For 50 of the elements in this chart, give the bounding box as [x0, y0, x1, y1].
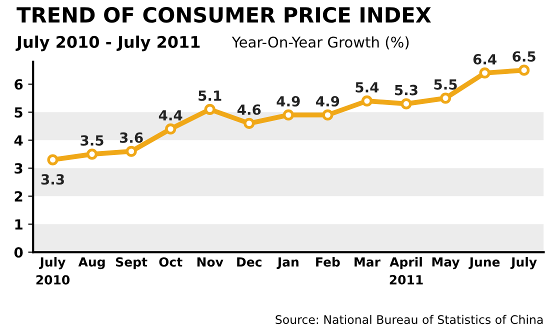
x-tick-label: April 2011	[390, 257, 423, 285]
y-tick-label: 5	[14, 107, 22, 118]
y-tick-label: 6	[14, 79, 23, 90]
point	[86, 148, 98, 160]
data-label: 6.4	[473, 54, 496, 65]
point	[244, 118, 255, 129]
data-label: 4.4	[158, 110, 182, 120]
point	[282, 109, 294, 121]
x-tick-label: July	[510, 257, 537, 270]
x-tick-label: June	[468, 257, 500, 270]
data-label: 3.6	[120, 132, 143, 143]
point	[400, 98, 412, 110]
x-tick-label: Dec	[237, 257, 262, 267]
y-tick-label: 4	[14, 135, 23, 146]
x-tick-label: Nov	[197, 257, 224, 267]
chart-subtitle: July 2010 - July 2011	[16, 36, 200, 52]
data-label: 4.9	[276, 96, 300, 107]
point	[126, 146, 137, 157]
data-label: 5.5	[434, 79, 457, 90]
x-tick-label: Feb	[316, 257, 340, 267]
y-tick-label: 2	[14, 191, 22, 202]
data-label: 5.4	[356, 82, 379, 93]
x-tick-label: May	[432, 257, 460, 270]
point	[361, 95, 373, 107]
point	[440, 92, 452, 104]
y-tick-label: 0	[14, 247, 23, 258]
x-tick-label: Sept	[116, 257, 148, 270]
x-tick-label: Jan	[276, 257, 298, 270]
data-label: 4.6	[237, 104, 261, 115]
point	[322, 109, 334, 121]
source-note: Source: National Bureau of Statistics of China	[276, 314, 543, 324]
x-tick-label: Aug	[78, 257, 105, 270]
point	[518, 64, 530, 76]
y-tick-label: 3	[14, 163, 22, 174]
point	[479, 67, 490, 79]
x-tick-label: Oct	[159, 257, 182, 267]
y-axis-title: Year-On-Year Growth (%)	[232, 36, 409, 50]
point	[165, 123, 176, 135]
point	[47, 154, 58, 166]
x-tick-label: Mar	[354, 257, 380, 267]
data-label: 3.5	[80, 135, 104, 146]
data-label: 4.9	[316, 96, 340, 107]
y-tick-label: 1	[15, 219, 22, 230]
point	[204, 104, 216, 115]
data-label: 3.3	[41, 174, 64, 185]
data-label: 5.1	[198, 90, 222, 101]
x-tick-label: July 2010	[36, 257, 70, 285]
data-label: 6.5	[512, 51, 536, 62]
data-label: 5.3	[395, 84, 418, 96]
chart-title: TREND OF CONSUMER PRICE INDEX	[16, 6, 432, 23]
